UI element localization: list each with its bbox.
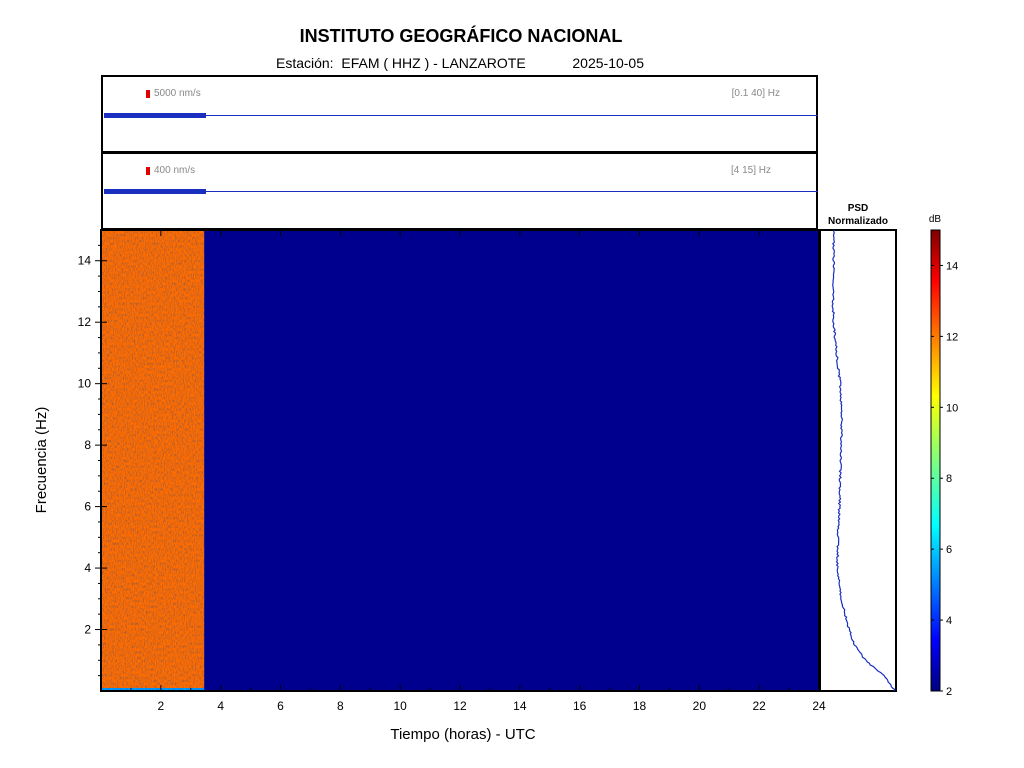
y-tick-label: 12 <box>78 315 92 329</box>
y-axis-label: Frecuencia (Hz) <box>33 407 50 514</box>
colorbar-tick-label: 6 <box>946 544 952 556</box>
seismic-trace-flat <box>206 115 818 116</box>
colorbar-ticks: 2 4 6 8 10 12 14 <box>931 260 958 698</box>
x-tick-label: 18 <box>633 699 647 713</box>
x-tick-label: 16 <box>573 699 587 713</box>
y-tick-label: 4 <box>84 561 91 575</box>
x-tick-label: 20 <box>693 699 707 713</box>
x-tick-label: 10 <box>393 699 407 713</box>
trace-band-label: [0.1 40] Hz <box>731 88 780 99</box>
trace-panel-broadband: 5000 nm/s [0.1 40] Hz <box>101 75 818 153</box>
colorbar-tick-label: 10 <box>946 402 958 414</box>
y-tick-label: 6 <box>84 500 91 514</box>
x-tick-label: 14 <box>513 699 527 713</box>
date-label: 2025-10-05 <box>572 55 645 71</box>
y-axis: 2 4 6 8 10 12 14 <box>78 244 107 677</box>
x-axis: 2 4 6 8 10 12 14 16 18 20 22 24 <box>130 230 826 713</box>
x-tick-label: 6 <box>277 699 284 713</box>
seismic-trace-signal <box>104 113 206 118</box>
colorbar-tick-label: 12 <box>946 331 958 343</box>
y-tick-label: 14 <box>78 254 92 268</box>
seismic-trace-signal <box>104 189 206 194</box>
x-tick-label: 4 <box>217 699 224 713</box>
colorbar-label: dB <box>929 214 942 225</box>
spectrogram-noise-texture <box>101 230 205 691</box>
x-tick-label: 8 <box>337 699 344 713</box>
y-tick-label: 8 <box>84 438 91 452</box>
station-value: EFAM ( HHZ ) - LANZAROTE <box>341 55 526 71</box>
y-tick-label: 10 <box>78 377 92 391</box>
colorbar <box>930 229 941 692</box>
colorbar-tick-label: 4 <box>946 615 952 627</box>
x-tick-label: 24 <box>812 699 826 713</box>
scale-bar <box>146 167 150 175</box>
seismic-trace-flat <box>206 191 818 192</box>
x-axis-label: Tiempo (horas) - UTC <box>390 726 535 743</box>
trace-panel-filtered: 400 nm/s [4 15] Hz <box>101 152 818 230</box>
trace-scale-label: 400 nm/s <box>154 165 196 176</box>
x-tick-label: 22 <box>752 699 766 713</box>
station-label: Estación: <box>275 55 334 71</box>
colorbar-tick-label: 2 <box>946 686 952 698</box>
trace-scale-label: 5000 nm/s <box>154 88 201 99</box>
scale-bar <box>146 90 150 98</box>
colorbar-tick-label: 14 <box>946 260 958 272</box>
trace-band-label: [4 15] Hz <box>730 165 771 176</box>
chart-title: INSTITUTO GEOGRÁFICO NACIONAL <box>299 26 623 46</box>
psd-title-line2: Normalizado <box>828 216 888 227</box>
y-tick-label: 2 <box>84 623 91 637</box>
station-subtitle: Estación: EFAM ( HHZ ) - LANZAROTE 2025-… <box>100 55 820 71</box>
psd-curve <box>831 229 896 692</box>
x-tick-label: 2 <box>157 699 164 713</box>
spectrogram-background <box>101 230 819 691</box>
psd-title-line1: PSD <box>848 203 869 214</box>
x-tick-label: 12 <box>453 699 467 713</box>
spectrogram-plot <box>100 229 820 692</box>
colorbar-tick-label: 8 <box>946 473 952 485</box>
psd-frame <box>819 229 897 692</box>
